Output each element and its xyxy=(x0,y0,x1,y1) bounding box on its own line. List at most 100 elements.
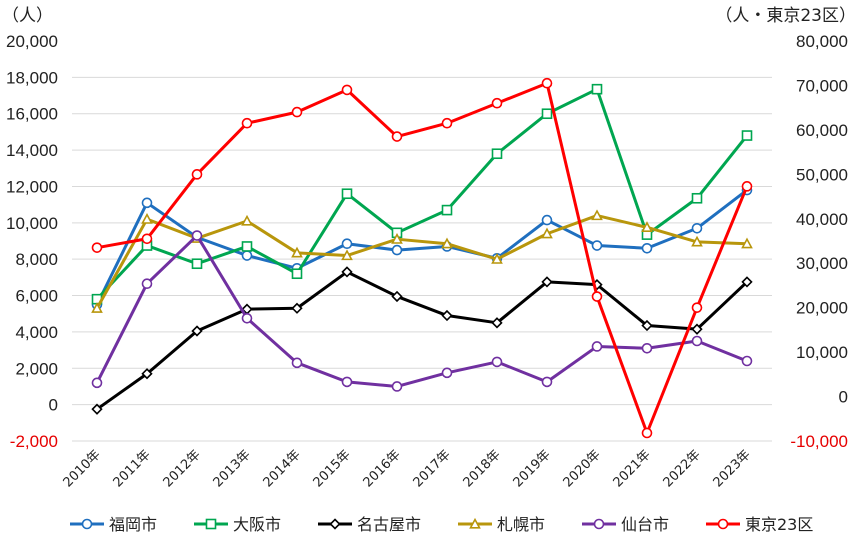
left-tick-label: 6,000 xyxy=(15,287,58,306)
legend-label: 札幌市 xyxy=(497,515,545,534)
left-tick-label: 12,000 xyxy=(6,177,58,196)
data-point xyxy=(541,108,553,120)
data-point xyxy=(491,252,503,264)
right-tick-label: 40,000 xyxy=(796,210,848,229)
x-tick-label: 2022年 xyxy=(661,447,704,490)
data-point xyxy=(341,266,353,278)
data-point xyxy=(641,221,653,232)
x-tick-label: 2016年 xyxy=(361,447,404,490)
data-point xyxy=(741,237,753,249)
data-point xyxy=(241,250,253,261)
x-tick-label: 2012年 xyxy=(161,447,204,490)
data-point xyxy=(541,214,553,226)
x-tick-label: 2011年 xyxy=(111,447,154,490)
legend-item: 大阪市 xyxy=(194,515,281,534)
series-line xyxy=(95,214,748,310)
data-point xyxy=(591,209,603,221)
series-0 xyxy=(91,184,753,310)
data-point xyxy=(691,192,703,204)
series-5 xyxy=(91,77,753,439)
data-point xyxy=(291,268,303,280)
data-point xyxy=(491,317,503,329)
left-tick-label: 4,000 xyxy=(15,323,58,342)
legend-label: 大阪市 xyxy=(233,515,281,534)
data-point xyxy=(91,302,103,313)
data-point xyxy=(591,291,603,302)
x-tick-label: 2019年 xyxy=(511,447,554,490)
left-tick-label: 2,000 xyxy=(15,359,58,378)
x-tick-label: 2013年 xyxy=(211,447,254,490)
data-point xyxy=(441,237,453,249)
x-tick-label: 2015年 xyxy=(311,447,354,490)
data-point xyxy=(191,230,203,241)
series-line xyxy=(96,81,749,435)
right-tick-label: 30,000 xyxy=(796,254,848,273)
series-line xyxy=(95,87,749,301)
data-point xyxy=(341,376,353,388)
data-point xyxy=(741,181,753,192)
data-point xyxy=(691,222,703,234)
series-line xyxy=(95,188,748,306)
series-1 xyxy=(91,83,753,305)
data-point xyxy=(341,238,353,250)
data-point xyxy=(91,403,103,415)
legend-marker xyxy=(329,518,341,530)
legend-marker xyxy=(205,518,217,530)
data-point xyxy=(191,325,203,337)
legend: 福岡市 大阪市 名古屋市 札幌市 仙台市 東京23区 xyxy=(70,515,813,534)
x-tick-label: 2021年 xyxy=(611,447,654,490)
right-tick-label: 60,000 xyxy=(796,121,848,140)
data-point xyxy=(141,212,153,224)
data-point xyxy=(641,319,653,332)
data-point xyxy=(491,148,503,160)
data-point xyxy=(641,342,653,354)
right-tick-label: 80,000 xyxy=(796,32,848,51)
data-point xyxy=(691,302,703,313)
legend-item: 札幌市 xyxy=(458,515,545,534)
data-point xyxy=(141,233,153,245)
data-point xyxy=(241,117,253,129)
right-tick-label: -10,000 xyxy=(790,432,848,451)
legend-item: 東京23区 xyxy=(706,515,813,534)
legend-item: 福岡市 xyxy=(70,515,157,534)
legend-marker xyxy=(717,518,729,530)
data-point xyxy=(191,258,203,270)
data-point xyxy=(591,83,603,95)
data-point xyxy=(491,356,503,368)
right-tick-label: 10,000 xyxy=(796,343,848,362)
data-point xyxy=(191,169,203,180)
data-point xyxy=(691,235,703,247)
data-point xyxy=(241,241,253,252)
data-point xyxy=(541,276,553,288)
right-axis-ticks: -10,000 0 10,000 20,000 30,000 40,000 50,000 60… xyxy=(790,32,848,451)
data-point xyxy=(541,77,553,89)
legend-label: 仙台市 xyxy=(621,515,669,534)
data-point xyxy=(741,130,753,141)
data-point xyxy=(591,240,603,251)
left-tick-label: 8,000 xyxy=(15,250,58,269)
data-point xyxy=(341,84,353,96)
data-point xyxy=(441,204,453,216)
series-line xyxy=(96,270,749,411)
left-tick-label: 14,000 xyxy=(6,141,58,160)
legend-marker xyxy=(469,517,481,529)
data-point xyxy=(691,335,703,347)
legend-label: 福岡市 xyxy=(109,515,157,534)
data-point xyxy=(241,214,253,226)
data-point xyxy=(641,427,653,439)
right-axis-unit: （人・東京23区） xyxy=(715,6,856,26)
data-point xyxy=(241,312,253,324)
data-point xyxy=(291,357,303,369)
data-point xyxy=(491,97,503,109)
data-point xyxy=(541,227,553,239)
left-tick-label: 18,000 xyxy=(6,68,58,87)
series-line xyxy=(95,234,748,388)
x-axis-ticks: 2010年 2011年 2012年 2013年 2014年 2015年 2016年 2017年… xyxy=(61,447,754,490)
left-tick-label: 0 xyxy=(49,396,58,415)
series xyxy=(91,77,753,439)
legend-item: 仙台市 xyxy=(582,515,669,534)
data-point xyxy=(141,278,153,290)
legend-label: 東京23区 xyxy=(745,515,813,534)
data-point xyxy=(141,368,153,380)
